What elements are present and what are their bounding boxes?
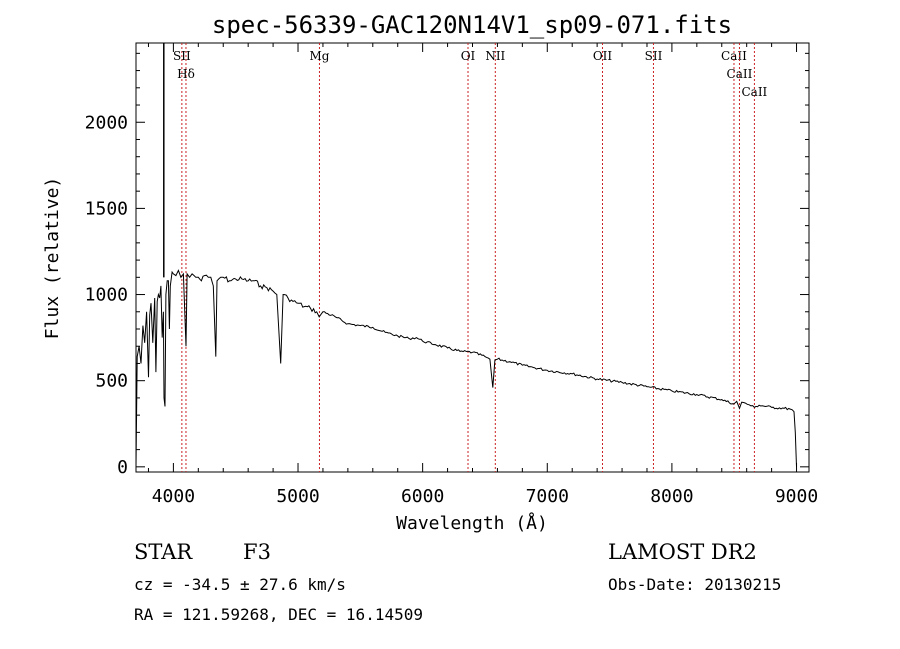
x-tick-label: 7000 — [526, 486, 569, 507]
x-tick-label: 4000 — [152, 486, 195, 507]
y-tick-label: 1500 — [85, 198, 128, 219]
axis-ticks: 4000 5000 6000 7000 8000 9000 0 500 1000 1500 2000 — [85, 43, 818, 507]
y-tick-label: 1000 — [85, 285, 128, 306]
survey-name: LAMOST DR2 — [608, 540, 757, 564]
line-label: CaII — [721, 49, 747, 63]
x-tick-label: 6000 — [401, 486, 444, 507]
x-tick-label: 9000 — [775, 486, 818, 507]
object-class: STAR — [134, 540, 193, 564]
line-label: OII — [593, 49, 613, 63]
y-tick-label: 0 — [117, 457, 128, 478]
line-label: SII — [645, 49, 663, 63]
y-tick-label: 2000 — [85, 112, 128, 133]
emission-line-markers: SII Hδ Mg OI NII OII SII CaII CaII CaII — [173, 43, 768, 472]
line-label: NII — [485, 49, 505, 63]
y-tick-label: 500 — [95, 371, 128, 392]
line-label: CaII — [727, 67, 753, 81]
ra-dec: RA = 121.59268, DEC = 16.14509 — [134, 605, 423, 624]
spectrum-line — [135, 269, 797, 467]
x-axis-label: Wavelength (Å) — [396, 512, 548, 534]
line-label: Mg — [309, 49, 329, 63]
line-label: Hδ — [177, 67, 195, 81]
x-tick-label: 8000 — [650, 486, 693, 507]
obs-date: Obs-Date: 20130215 — [608, 575, 782, 594]
plot-frame — [135, 42, 810, 473]
line-label: CaII — [741, 85, 767, 99]
line-label: OI — [461, 49, 476, 63]
line-label: SII — [173, 49, 191, 63]
redshift-text: cz = -34.5 ± 27.6 km/s — [134, 575, 346, 594]
spectrum-series — [135, 43, 797, 467]
x-tick-label: 5000 — [276, 486, 319, 507]
y-axis-label: Flux (relative) — [42, 177, 63, 340]
subclass: F3 — [243, 540, 271, 564]
chart-title: spec-56339-GAC120N14V1_sp09-071.fits — [212, 11, 732, 39]
